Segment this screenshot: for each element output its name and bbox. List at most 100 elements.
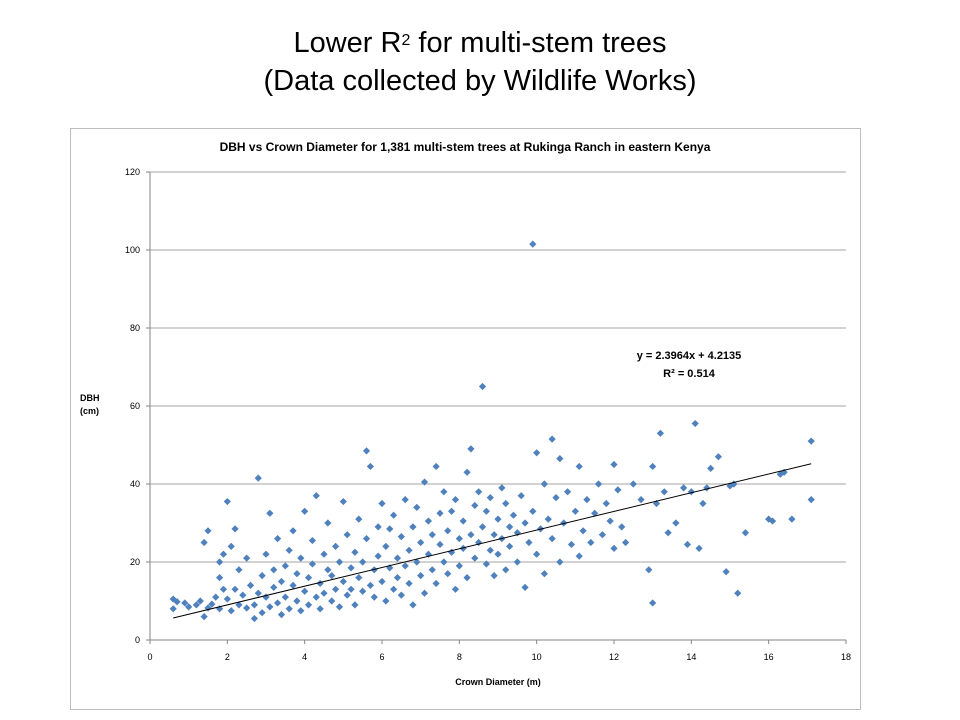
data-point xyxy=(231,585,239,593)
data-point xyxy=(498,484,506,492)
data-point xyxy=(297,607,305,615)
x-tick-label: 0 xyxy=(147,652,152,662)
data-point xyxy=(556,558,564,566)
trendline-r2: R² = 0.514 xyxy=(663,368,716,380)
data-point xyxy=(281,593,289,601)
data-point xyxy=(362,535,371,543)
data-point xyxy=(467,445,475,453)
data-point xyxy=(274,599,282,607)
data-point xyxy=(270,583,278,591)
data-point xyxy=(285,546,293,554)
data-point xyxy=(212,593,220,601)
data-point xyxy=(192,601,200,609)
data-point xyxy=(351,601,359,609)
x-tick-label: 18 xyxy=(841,652,851,662)
data-point xyxy=(285,605,293,613)
data-point xyxy=(254,589,262,597)
data-point xyxy=(227,542,235,550)
data-point xyxy=(722,568,730,576)
data-point xyxy=(196,597,204,605)
data-point xyxy=(386,525,394,533)
data-point xyxy=(556,455,564,463)
data-point xyxy=(382,542,390,550)
data-point xyxy=(703,484,711,492)
data-point xyxy=(726,482,734,490)
data-point xyxy=(699,499,707,508)
data-point xyxy=(788,515,796,523)
data-point xyxy=(432,579,440,588)
data-point xyxy=(266,603,274,611)
data-point xyxy=(235,566,243,574)
data-point xyxy=(301,587,309,595)
data-point xyxy=(355,574,363,582)
data-point xyxy=(486,546,494,554)
data-point xyxy=(231,525,239,533)
data-point xyxy=(366,581,374,589)
data-point xyxy=(370,593,378,601)
y-tick-label: 80 xyxy=(130,323,140,333)
data-point xyxy=(219,550,228,558)
data-point xyxy=(683,540,692,549)
title-superscript: 2 xyxy=(401,32,411,49)
data-point xyxy=(393,574,402,582)
data-point xyxy=(463,468,471,476)
data-point xyxy=(324,566,332,574)
data-point xyxy=(339,497,347,506)
data-point xyxy=(262,593,270,601)
data-point xyxy=(308,560,316,568)
data-point xyxy=(359,587,367,595)
data-point xyxy=(343,591,351,599)
data-point xyxy=(413,558,421,566)
y-tick-label: 0 xyxy=(135,635,140,645)
data-point xyxy=(185,603,193,611)
data-point xyxy=(393,554,402,562)
data-point xyxy=(246,581,255,589)
data-point xyxy=(533,449,541,457)
data-point xyxy=(250,614,258,623)
data-point xyxy=(258,609,266,617)
trendline xyxy=(173,463,812,619)
data-point xyxy=(347,585,355,593)
data-point xyxy=(243,604,251,612)
x-tick-label: 14 xyxy=(686,652,696,662)
data-point xyxy=(529,240,537,248)
y-tick-label: 100 xyxy=(125,245,140,255)
data-point xyxy=(436,540,444,549)
data-point xyxy=(266,509,274,517)
data-point xyxy=(428,566,436,574)
data-point xyxy=(424,550,432,558)
data-point xyxy=(332,542,340,550)
data-point xyxy=(374,552,382,560)
data-point xyxy=(529,507,537,515)
data-point xyxy=(390,511,398,519)
data-point xyxy=(444,527,452,535)
data-point xyxy=(436,509,444,517)
y-axis-label-line2: (cm) xyxy=(80,406,99,416)
data-point xyxy=(579,527,587,535)
data-point xyxy=(304,574,313,582)
data-point xyxy=(513,558,521,566)
data-point xyxy=(455,562,463,570)
data-point xyxy=(308,536,316,545)
data-point xyxy=(780,468,788,476)
data-point xyxy=(567,540,576,549)
data-point xyxy=(320,589,328,597)
data-point xyxy=(587,538,595,547)
data-point xyxy=(637,496,645,504)
data-point xyxy=(765,515,773,523)
data-point xyxy=(432,462,440,471)
data-point xyxy=(420,589,429,597)
data-point xyxy=(622,538,630,547)
data-point xyxy=(482,507,490,515)
data-point xyxy=(277,577,286,586)
data-point xyxy=(304,601,313,609)
x-axis-label: Crown Diameter (m) xyxy=(455,677,541,687)
data-point xyxy=(591,509,599,517)
data-point xyxy=(277,611,286,619)
data-point xyxy=(649,599,657,607)
data-point xyxy=(328,597,336,605)
data-point xyxy=(594,480,603,488)
data-point xyxy=(417,538,425,547)
data-point xyxy=(548,535,556,543)
data-point xyxy=(335,603,344,611)
